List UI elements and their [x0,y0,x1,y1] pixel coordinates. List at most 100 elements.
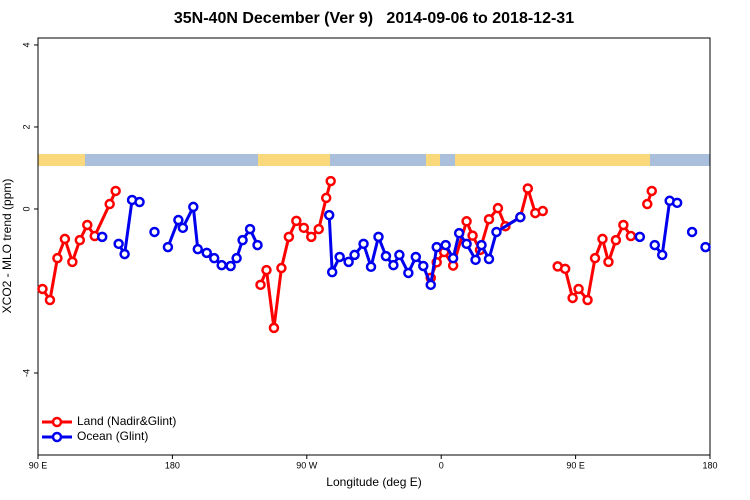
data-point [291,215,302,227]
data-point [646,185,658,197]
data-point [365,261,377,273]
legend-label: Ocean (Glint) [77,429,148,443]
data-point [656,249,668,261]
y-tick-label: 0 [21,206,31,211]
data-point [261,264,272,276]
land-band [455,154,650,166]
data-point [476,239,487,251]
data-point [119,248,130,260]
data-point [59,233,71,245]
land-band [426,154,440,166]
data-point [403,267,414,279]
data-point [515,211,526,223]
data-point [134,196,145,208]
data-point [37,283,48,295]
chart-title: 35N-40N December (Ver 9) 2014-09-06 to 2… [174,10,574,27]
data-point [67,256,78,268]
land-band [38,154,85,166]
data-point [298,222,310,234]
data-point [276,262,287,274]
legend-marker [51,416,63,428]
data-point [201,247,212,259]
data-point [492,202,504,214]
data-point [82,219,93,231]
data-point [208,252,220,264]
data-point [418,260,429,272]
data-point [686,226,698,238]
data-point [522,183,534,194]
data-point [394,249,405,261]
x-tick-label: 90 E [29,460,48,470]
data-point [216,259,227,271]
land-band [258,154,330,166]
data-point [642,198,653,210]
data-point [461,238,472,250]
data-point [268,322,280,334]
data-point [388,259,399,271]
data-point [173,214,184,226]
data-point [104,198,115,210]
data-point [192,243,204,255]
data-point [634,231,646,243]
data-point [491,226,502,238]
x-tick-label: 180 [165,460,180,470]
data-point [431,241,442,253]
data-point [425,279,436,291]
data-point [537,205,548,217]
data-point [410,251,422,263]
data-point [349,249,360,261]
x-axis-label: Longitude (deg E) [326,475,421,489]
y-tick-label: 4 [21,42,31,47]
data-point [244,223,256,235]
data-point [44,294,56,306]
data-point [225,260,236,272]
x-tick-label: 90 W [296,460,318,470]
data-point [113,238,124,250]
data-point [255,279,266,291]
data-point [483,213,495,225]
y-tick-label: 2 [21,124,31,129]
data-point [589,252,601,264]
data-point [188,201,199,213]
data-point [431,257,442,268]
data-point [306,231,317,243]
data-point [582,294,593,306]
data-point [597,233,608,245]
data-point [162,241,174,253]
data-point [358,238,369,250]
x-tick-label: 180 [702,460,717,470]
data-point [573,283,584,295]
data-point [700,241,711,253]
data-point [567,292,578,304]
data-point [252,239,263,251]
legend-marker [51,431,63,443]
data-point [440,239,451,251]
data-point [649,239,660,251]
data-point [320,192,332,204]
data-point [467,230,478,241]
data-point [461,216,472,227]
data-point [625,230,637,242]
data-point [149,226,160,238]
data-point [334,251,345,263]
data-point [231,252,242,264]
data-point [326,266,338,278]
data-point [447,252,459,264]
data-point [671,197,683,209]
data-point [483,253,495,265]
x-tick-label: 0 [439,460,444,470]
y-axis-label: XCO2 - MLO trend (ppm) [0,179,14,314]
data-point [283,231,295,243]
data-point [453,227,465,239]
data-point [110,185,121,197]
x-tick-label: 90 E [566,460,585,470]
data-point [237,234,248,246]
data-point [470,254,481,266]
data-point [177,222,189,234]
data-point [313,223,324,235]
data-point [52,252,63,264]
data-point [559,263,571,275]
data-point [373,231,384,243]
